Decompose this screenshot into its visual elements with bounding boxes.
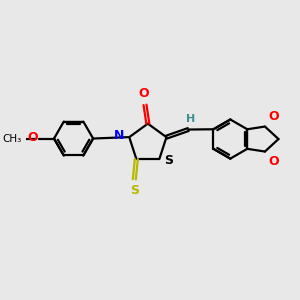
Text: S: S bbox=[130, 184, 139, 197]
Text: O: O bbox=[268, 110, 279, 123]
Text: O: O bbox=[138, 87, 149, 100]
Text: N: N bbox=[114, 129, 124, 142]
Text: H: H bbox=[186, 114, 196, 124]
Text: S: S bbox=[164, 154, 173, 167]
Text: O: O bbox=[268, 155, 279, 168]
Text: CH₃: CH₃ bbox=[2, 134, 21, 143]
Text: O: O bbox=[27, 131, 38, 145]
